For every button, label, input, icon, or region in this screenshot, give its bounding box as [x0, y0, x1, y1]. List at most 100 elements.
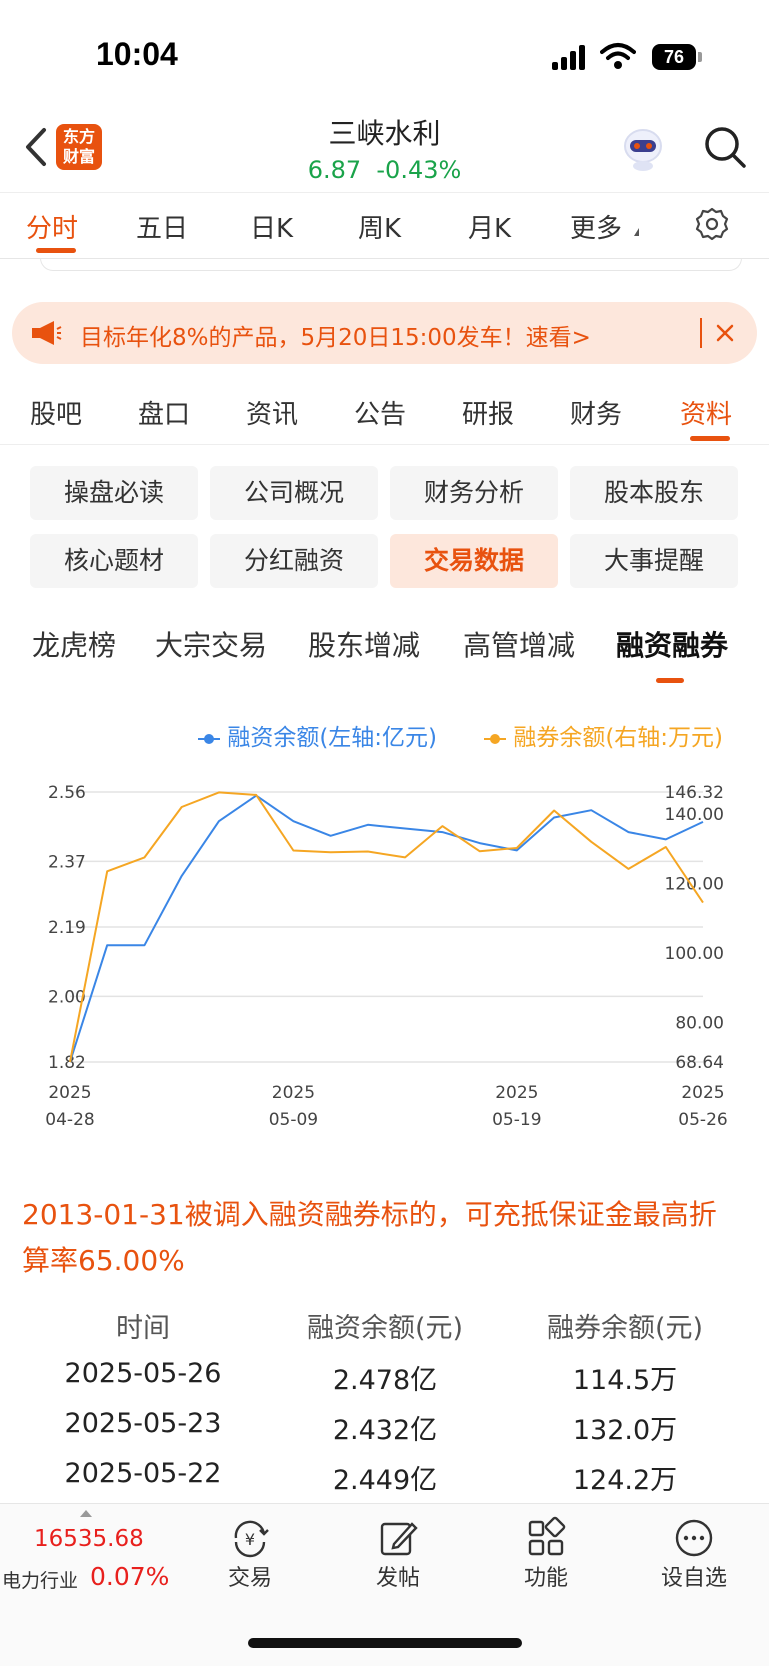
tab-announcements[interactable]: 公告: [354, 400, 407, 430]
btn-core-themes[interactable]: 核心题材: [30, 534, 198, 588]
battery-indicator: 76: [652, 44, 696, 70]
btn-company-overview[interactable]: 公司概况: [210, 466, 378, 520]
stab-divider: [0, 444, 769, 445]
collapsed-chart-edge: [40, 258, 742, 271]
table-cell-short: 124.2万: [572, 1465, 678, 1496]
x-axis-tick-date: 05-26: [678, 1110, 727, 1130]
function-grid-icon[interactable]: [524, 1516, 568, 1560]
wifi-icon: [600, 43, 636, 69]
btn-trading-must-read[interactable]: 操盘必读: [30, 466, 198, 520]
trade-button[interactable]: 交易: [227, 1566, 272, 1591]
tab-finance[interactable]: 财务: [570, 400, 623, 430]
tab-profile[interactable]: 资料: [680, 400, 733, 430]
more-dropdown-icon: [634, 228, 639, 236]
legend-short-marker: [484, 733, 506, 745]
right-axis-tick: 68.64: [675, 1053, 724, 1073]
tab-more[interactable]: 更多: [570, 214, 623, 244]
close-icon[interactable]: [710, 318, 740, 348]
stock-name: 三峡水利: [328, 117, 441, 150]
btn-trading-data[interactable]: 交易数据: [390, 534, 558, 588]
table-header-short: 融券余额(元): [546, 1313, 704, 1344]
subtab-margin-trading[interactable]: 融资融券: [616, 629, 729, 662]
btn-major-events[interactable]: 大事提醒: [570, 534, 738, 588]
right-axis-tick: 140.00: [665, 805, 724, 825]
post-icon[interactable]: [376, 1516, 420, 1560]
megaphone-icon: [32, 321, 62, 345]
legend-financing-label: 融资余额(左轴:亿元): [227, 725, 438, 751]
gear-icon[interactable]: [694, 206, 730, 242]
ktab-active-indicator: [36, 248, 76, 253]
table-cell-financing: 2.449亿: [332, 1465, 438, 1496]
table-cell-date: 2025-05-23: [64, 1408, 222, 1439]
subtab-executive-change[interactable]: 高管增减: [463, 629, 576, 662]
left-axis-tick: 2.37: [48, 852, 86, 872]
margin-eligibility-note: 2013-01-31被调入融资融券标的，可充抵保证金最高折算率65.00%: [22, 1198, 717, 1277]
industry-change[interactable]: 0.07%: [90, 1562, 170, 1591]
legend-short-label: 融券余额(右轴:万元): [513, 725, 724, 751]
right-axis-tick: 80.00: [675, 1014, 724, 1034]
tab-intraday[interactable]: 分时: [26, 214, 79, 244]
financing-balance-line: [69, 794, 704, 1063]
function-button[interactable]: 功能: [523, 1566, 568, 1591]
tab-monthly-k[interactable]: 月K: [468, 214, 512, 244]
table-cell-date: 2025-05-22: [64, 1458, 222, 1489]
status-time: 10:04: [96, 36, 178, 72]
home-indicator: [248, 1638, 522, 1648]
x-axis-tick-year: 2025: [495, 1083, 538, 1103]
svg-text:¥: ¥: [245, 1530, 255, 1549]
post-button[interactable]: 发帖: [375, 1566, 420, 1591]
ktab-divider: [0, 258, 769, 259]
legend-financing: 融资余额(左轴:亿元): [198, 718, 437, 752]
right-axis-tick: 120.00: [665, 874, 724, 894]
add-watchlist-button[interactable]: 设自选: [660, 1566, 727, 1591]
stab-active-indicator: [690, 436, 730, 441]
header-divider: [0, 192, 769, 193]
tab-news[interactable]: 资讯: [246, 400, 299, 430]
btn-shareholders[interactable]: 股本股东: [570, 466, 738, 520]
promo-banner-text[interactable]: 目标年化8%的产品，5月20日15:00发车！速看>: [80, 325, 591, 351]
x-axis-tick-year: 2025: [48, 1083, 91, 1103]
short-balance-line: [69, 791, 704, 1063]
subtab-shareholder-change[interactable]: 股东增减: [308, 629, 421, 662]
banner-separator: [700, 318, 702, 348]
subtab-dragon-tiger[interactable]: 龙虎榜: [32, 629, 117, 662]
stock-price-change: 6.87 -0.43%: [307, 156, 462, 184]
tab-pankou[interactable]: 盘口: [138, 400, 191, 430]
table-cell-short: 132.0万: [572, 1415, 678, 1446]
tab-guba[interactable]: 股吧: [30, 400, 83, 430]
signal-icon: [552, 44, 588, 70]
right-axis-tick: 146.32: [665, 783, 724, 803]
x-axis-tick-year: 2025: [272, 1083, 315, 1103]
table-cell-short: 114.5万: [572, 1365, 678, 1396]
tab-five-day[interactable]: 五日: [136, 214, 189, 244]
legend-financing-marker: [198, 733, 220, 745]
tab-daily-k[interactable]: 日K: [250, 214, 294, 244]
industry-label[interactable]: 电力行业: [2, 1570, 79, 1592]
industry-index-value[interactable]: 16535.68: [34, 1526, 144, 1552]
btn-financial-analysis[interactable]: 财务分析: [390, 466, 558, 520]
subtab-active-indicator: [656, 678, 684, 683]
x-axis-tick-date: 04-28: [45, 1110, 94, 1130]
trade-icon[interactable]: ¥: [228, 1516, 272, 1560]
table-cell-financing: 2.478亿: [332, 1365, 438, 1396]
back-icon[interactable]: [18, 124, 58, 170]
tab-weekly-k[interactable]: 周K: [358, 214, 402, 244]
x-axis-tick-date: 05-09: [269, 1110, 318, 1130]
more-dots-icon[interactable]: [672, 1516, 716, 1560]
expand-up-icon[interactable]: [80, 1510, 92, 1517]
x-axis-tick-year: 2025: [681, 1083, 724, 1103]
table-cell-financing: 2.432亿: [332, 1415, 438, 1446]
left-axis-tick: 2.19: [48, 918, 86, 938]
promo-banner[interactable]: [12, 302, 757, 364]
right-axis-tick: 100.00: [665, 944, 724, 964]
tab-research[interactable]: 研报: [462, 400, 515, 430]
ai-assistant-robot-icon[interactable]: [618, 124, 668, 174]
left-axis-tick: 1.82: [48, 1053, 86, 1073]
battery-tip: [698, 52, 702, 62]
legend-short-selling: 融券余额(右轴:万元): [484, 718, 723, 752]
table-header-financing: 融资余额(元): [306, 1313, 464, 1344]
app-logo: 东方 财富: [56, 124, 102, 170]
search-icon[interactable]: [702, 124, 748, 170]
subtab-block-trade[interactable]: 大宗交易: [155, 629, 268, 662]
btn-dividend-financing[interactable]: 分红融资: [210, 534, 378, 588]
